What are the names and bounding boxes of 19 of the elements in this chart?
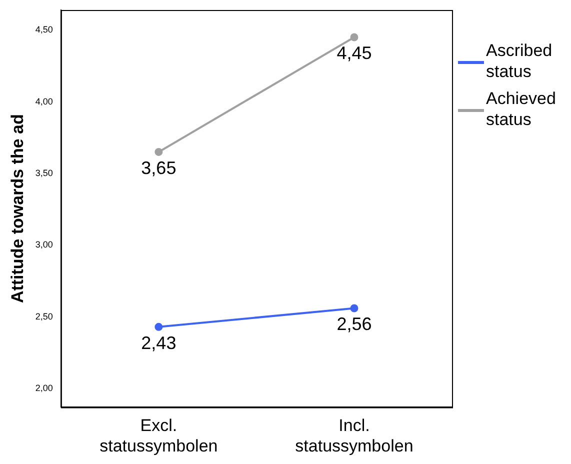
data-label: 2,56 — [336, 314, 372, 334]
y-tick-label: 3,50 — [35, 168, 53, 178]
point — [350, 304, 358, 312]
data-label: 4,45 — [336, 43, 372, 64]
y-tick-label: 4,50 — [35, 24, 53, 35]
point — [154, 322, 163, 331]
data-label: 2,43 — [141, 332, 176, 353]
legend-label: Ascribed status — [486, 40, 554, 82]
legend-label: Achieved status — [486, 88, 557, 130]
y-axis-title: Attitude towards the ad — [8, 114, 27, 304]
y-tick-label: 3,00 — [35, 240, 53, 250]
x-tick-label: Excl. statussymbolen — [100, 416, 218, 456]
point — [350, 33, 358, 42]
y-tick-label: 2,50 — [35, 311, 53, 322]
y-tick-label: 2,00 — [35, 383, 53, 394]
point — [154, 148, 163, 156]
data-label: 3,65 — [141, 158, 176, 178]
x-tick-label: Incl. statussymbolen — [295, 416, 414, 456]
y-tick-label: 4,00 — [35, 96, 53, 106]
